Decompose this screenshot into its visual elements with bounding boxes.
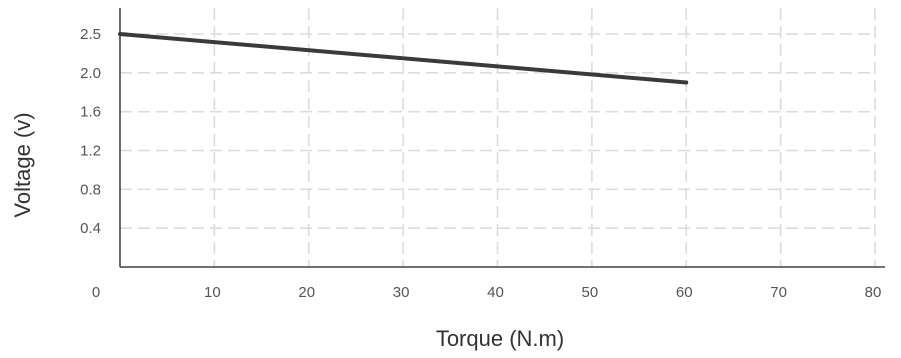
x-axis-label: Torque (N.m): [436, 326, 564, 351]
x-tick-labels: 0 10 20 30 40 50 60 70 80: [92, 284, 882, 301]
gridlines: [120, 8, 876, 267]
x-tick-label: 80: [865, 284, 882, 301]
y-tick-label: 0.4: [80, 220, 101, 237]
y-tick-label: 1.2: [80, 143, 101, 160]
y-tick-label: 1.6: [80, 104, 101, 121]
x-tick-label: 0: [92, 284, 100, 301]
y-tick-labels: 0.4 0.8 1.2 1.6 2.0 2.5: [80, 26, 101, 237]
x-tick-label: 50: [582, 284, 599, 301]
x-tick-label: 60: [676, 284, 693, 301]
x-tick-label: 70: [770, 284, 787, 301]
x-tick-label: 30: [393, 284, 410, 301]
y-tick-label: 2.0: [80, 65, 101, 82]
y-axis-label: Voltage (v): [10, 112, 35, 217]
x-tick-label: 40: [487, 284, 504, 301]
y-tick-label: 0.8: [80, 181, 101, 198]
x-tick-label: 20: [298, 284, 315, 301]
x-tick-label: 10: [204, 284, 221, 301]
y-tick-label: 2.5: [80, 26, 101, 43]
series-layer: [118, 32, 689, 85]
series-line: [118, 32, 689, 85]
